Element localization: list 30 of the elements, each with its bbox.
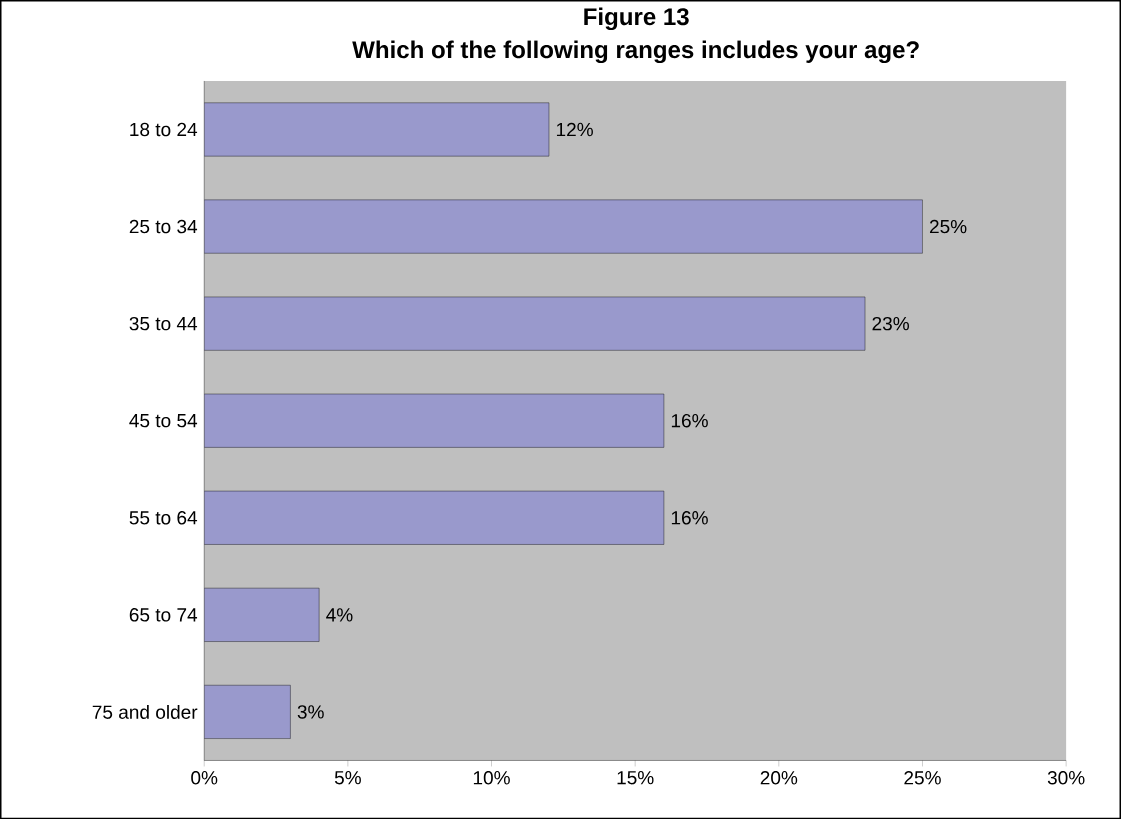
bar	[204, 587, 320, 642]
bar	[204, 102, 550, 157]
x-tick-label: 10%	[473, 770, 510, 785]
x-tick-label: 5%	[334, 770, 361, 785]
x-tick-label: 0%	[191, 770, 218, 785]
data-label: 25%	[929, 219, 967, 234]
y-tick-label: 45 to 54	[129, 413, 198, 428]
data-label: 4%	[326, 608, 353, 622]
bar	[204, 296, 866, 351]
bar	[204, 199, 923, 254]
y-tick-label: 35 to 44	[129, 316, 198, 331]
data-label: 16%	[671, 413, 708, 428]
bar	[204, 490, 665, 545]
x-tick-label: 20%	[760, 770, 798, 785]
y-tick-label: 18 to 24	[130, 122, 198, 137]
chart-title: Figure 13	[584, 7, 689, 30]
y-tick-label: 65 to 74	[129, 607, 198, 622]
y-tick-label: 55 to 64	[129, 510, 198, 525]
data-label: 3%	[297, 705, 324, 719]
x-tick-label: 25%	[904, 770, 941, 785]
bar	[204, 393, 665, 448]
data-label: 23%	[872, 316, 909, 331]
y-tick-label: 25 to 34	[129, 219, 198, 234]
chart-subtitle: Which of the following ranges includes your age?	[352, 40, 919, 63]
data-label: 16%	[671, 510, 708, 525]
bar	[204, 684, 291, 739]
data-label: 12%	[556, 122, 593, 137]
y-tick-label: 75 and older	[92, 704, 198, 719]
x-tick-label: 30%	[1047, 770, 1085, 785]
x-tick-label: 15%	[617, 770, 654, 785]
